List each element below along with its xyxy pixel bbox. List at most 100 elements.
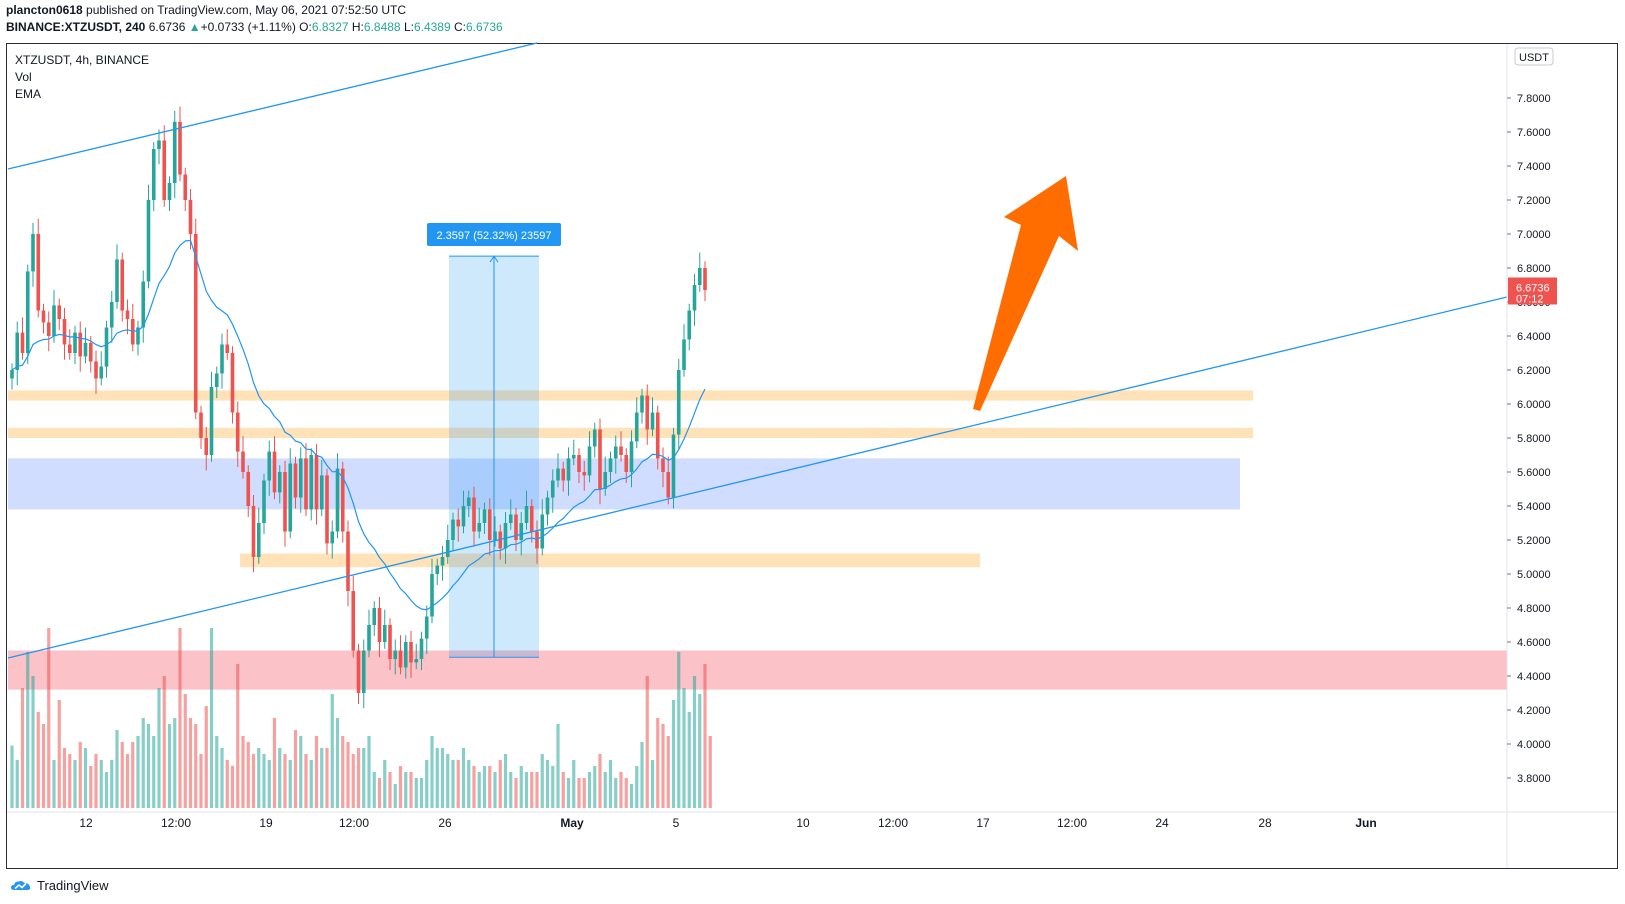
candle-body — [661, 458, 665, 472]
candle-body — [325, 475, 329, 544]
candle-body — [67, 344, 72, 353]
candle-body — [172, 121, 177, 183]
candle-body — [335, 468, 340, 532]
candle-body — [613, 446, 618, 459]
candle — [209, 371, 214, 462]
candle — [634, 397, 639, 449]
candle — [571, 439, 576, 466]
volume-bar — [73, 760, 77, 808]
candle-body — [445, 540, 450, 557]
candle — [141, 270, 146, 343]
tradingview-footer[interactable]: TradingView — [10, 878, 109, 893]
volume-bar — [703, 664, 707, 808]
volume-bar — [246, 742, 250, 808]
volume-bar — [493, 772, 497, 808]
y-tick-label: 6.8000 — [1517, 263, 1551, 275]
open-value: 6.8327 — [311, 20, 349, 34]
candle-body — [199, 412, 203, 438]
candle-body — [571, 455, 576, 459]
candle — [566, 447, 571, 496]
candle — [235, 401, 240, 467]
candle-body — [41, 310, 46, 323]
candle-body — [655, 412, 660, 459]
candle — [256, 507, 261, 564]
volume-bar — [173, 718, 177, 808]
volume-bar — [635, 766, 639, 808]
candle-body — [88, 342, 93, 362]
volume-bar — [666, 736, 670, 808]
candle — [414, 643, 419, 670]
candle — [640, 388, 644, 424]
volume-bar — [47, 628, 51, 808]
volume-bar — [36, 712, 40, 808]
volume-bar — [272, 718, 277, 808]
candle — [151, 142, 156, 212]
candles-layer — [10, 106, 707, 709]
candle — [104, 320, 109, 378]
volume-bar — [283, 754, 287, 808]
candle-body — [550, 480, 555, 498]
candle-body — [136, 327, 140, 345]
candle — [162, 125, 167, 207]
volume-bar — [608, 760, 613, 808]
candle-body — [319, 475, 324, 510]
candle — [624, 448, 629, 484]
symbol-summary: BINANCE:XTZUSDT, 240 6.6736 ▲+0.0733 (+1… — [6, 19, 1606, 36]
candle — [78, 321, 83, 372]
candle-body — [582, 472, 587, 476]
candle-body — [619, 446, 623, 455]
candle-body — [367, 625, 371, 651]
zones-layer — [8, 256, 1507, 690]
bullish-arrow — [973, 176, 1078, 411]
candle-body — [298, 458, 303, 498]
candle-body — [151, 149, 156, 200]
candle-body — [193, 234, 198, 413]
candle — [508, 499, 513, 530]
candle — [330, 520, 335, 559]
volume-bar — [624, 778, 628, 808]
candle — [31, 222, 35, 287]
volume-bar — [383, 760, 387, 808]
y-tick-label: 7.4000 — [1517, 161, 1551, 173]
author-name[interactable]: plancton0618 — [6, 3, 83, 17]
candle — [587, 431, 592, 483]
candle — [687, 303, 692, 351]
candle-body — [577, 455, 581, 472]
volume-bar — [115, 730, 119, 808]
volume-bar — [692, 676, 697, 808]
candle — [220, 333, 224, 389]
candle-body — [141, 281, 146, 328]
candle-body — [31, 234, 35, 272]
measure-arrow-head — [489, 255, 499, 263]
candle-body — [424, 616, 429, 639]
candle-body — [272, 451, 277, 493]
candle-body — [692, 285, 697, 311]
candle-body — [682, 339, 686, 370]
currency-label: USDT — [1519, 52, 1549, 64]
volume-bar — [598, 754, 602, 808]
volume-bar — [593, 766, 597, 808]
volume-bar — [482, 766, 487, 808]
low-label: L: — [403, 20, 414, 34]
volume-bar — [183, 694, 187, 808]
volume-bar — [220, 748, 224, 808]
volume-bar — [194, 724, 198, 808]
candle-body — [209, 387, 214, 455]
legend-volume[interactable]: Vol — [15, 70, 32, 84]
volume-bar — [566, 778, 571, 808]
volume-bar — [419, 778, 424, 808]
x-tick-label: 12:00 — [878, 816, 908, 830]
candle-body — [251, 506, 256, 557]
candle-body — [587, 446, 592, 476]
candle-body — [640, 395, 644, 413]
candle — [535, 520, 539, 564]
candle — [88, 336, 93, 373]
legend-ema[interactable]: EMA — [15, 87, 42, 101]
candle — [561, 461, 566, 492]
up-triangle-icon: ▲ — [188, 20, 201, 34]
support-zone-orange — [8, 427, 1253, 438]
y-tick-label: 6.2000 — [1517, 365, 1551, 377]
legend-symbol[interactable]: XTZUSDT, 4h, BINANCE — [15, 53, 150, 67]
lines-layer: 2.3597 (52.32%) 23597 — [7, 42, 1508, 659]
